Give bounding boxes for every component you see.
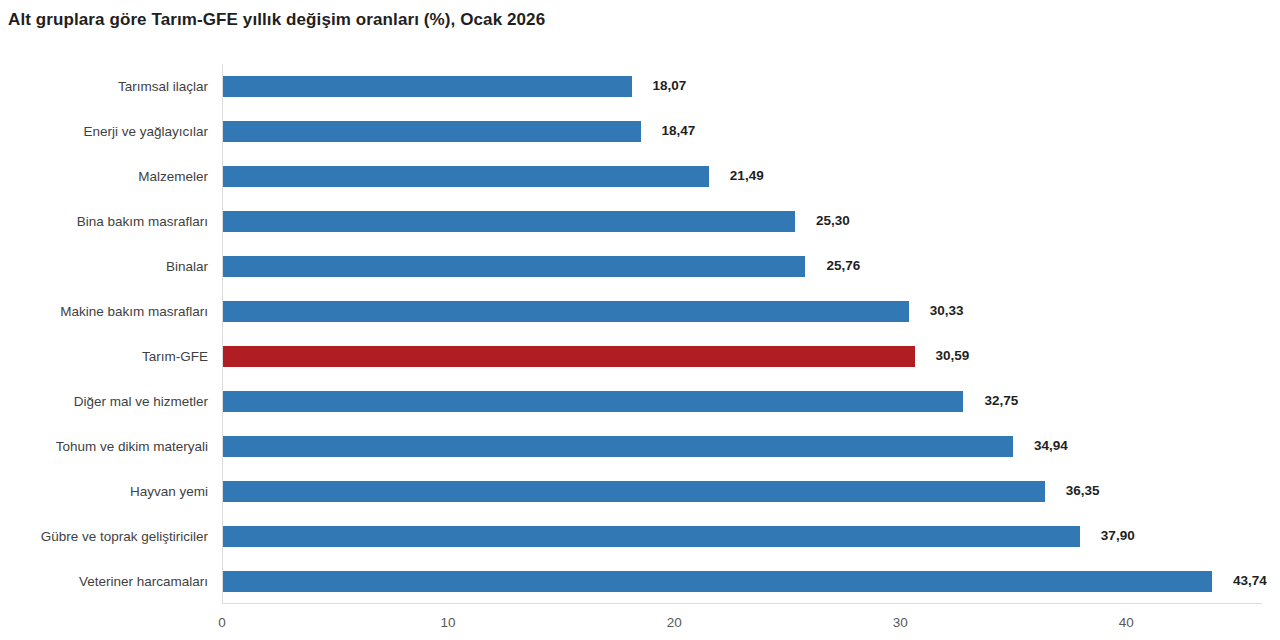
bar	[223, 121, 641, 142]
bar-row: 21,49	[223, 154, 1262, 199]
chart-title: Alt gruplara göre Tarım-GFE yıllık değiş…	[8, 10, 545, 30]
bar	[223, 391, 963, 412]
category-axis: Tarımsal ilaçlarEnerji ve yağlayıcılarMa…	[0, 64, 208, 604]
bar-row: 43,74	[223, 559, 1262, 604]
bar-row: 37,90	[223, 514, 1262, 559]
bar-highlight	[223, 346, 915, 367]
category-label: Gübre ve toprak geliştiriciler	[0, 514, 208, 559]
bar	[223, 256, 805, 277]
x-tick-label: 20	[649, 615, 699, 630]
bar	[223, 211, 795, 232]
category-label: Tarımsal ilaçlar	[0, 64, 208, 109]
bar-value-label: 34,94	[1034, 438, 1068, 453]
x-tick-label: 30	[875, 615, 925, 630]
bar-value-label: 25,30	[816, 213, 850, 228]
bar-value-label: 37,90	[1101, 528, 1135, 543]
chart-canvas: Alt gruplara göre Tarım-GFE yıllık değiş…	[0, 0, 1280, 640]
bar-value-label: 25,76	[826, 258, 860, 273]
bar-row: 30,59	[223, 334, 1262, 379]
plot-area: 18,07 18,47 21,49 25,30 25,76 30,33 30,59 32,75…	[222, 64, 1262, 604]
bar-value-label: 36,35	[1066, 483, 1100, 498]
bar-value-label: 21,49	[730, 168, 764, 183]
x-axis: 010203040	[222, 605, 1262, 635]
category-label: Diğer mal ve hizmetler	[0, 379, 208, 424]
bar-row: 18,47	[223, 109, 1262, 154]
category-label: Bina bakım masrafları	[0, 199, 208, 244]
bar	[223, 76, 632, 97]
bar-row: 30,33	[223, 289, 1262, 334]
category-label: Makine bakım masrafları	[0, 289, 208, 334]
bar-value-label: 30,33	[930, 303, 964, 318]
bar-row: 25,76	[223, 244, 1262, 289]
bar-value-label: 18,07	[653, 78, 687, 93]
bar-value-label: 18,47	[662, 123, 696, 138]
bar-value-label: 30,59	[936, 348, 970, 363]
category-label: Hayvan yemi	[0, 469, 208, 514]
category-label: Tohum ve dikim materyali	[0, 424, 208, 469]
category-label: Binalar	[0, 244, 208, 289]
category-label: Veteriner harcamaları	[0, 559, 208, 604]
bar-value-label: 32,75	[984, 393, 1018, 408]
category-label: Malzemeler	[0, 154, 208, 199]
bar	[223, 436, 1013, 457]
bar	[223, 481, 1045, 502]
bar	[223, 301, 909, 322]
x-tick-label: 10	[423, 615, 473, 630]
bar-row: 32,75	[223, 379, 1262, 424]
category-label: Tarım-GFE	[0, 334, 208, 379]
bar-row: 18,07	[223, 64, 1262, 109]
bar-row: 25,30	[223, 199, 1262, 244]
category-label: Enerji ve yağlayıcılar	[0, 109, 208, 154]
x-tick-label: 40	[1101, 615, 1151, 630]
bar	[223, 526, 1080, 547]
bar-row: 34,94	[223, 424, 1262, 469]
bar-value-label: 43,74	[1233, 573, 1267, 588]
bar-row: 36,35	[223, 469, 1262, 514]
bar	[223, 166, 709, 187]
x-tick-label: 0	[197, 615, 247, 630]
bar	[223, 571, 1212, 592]
